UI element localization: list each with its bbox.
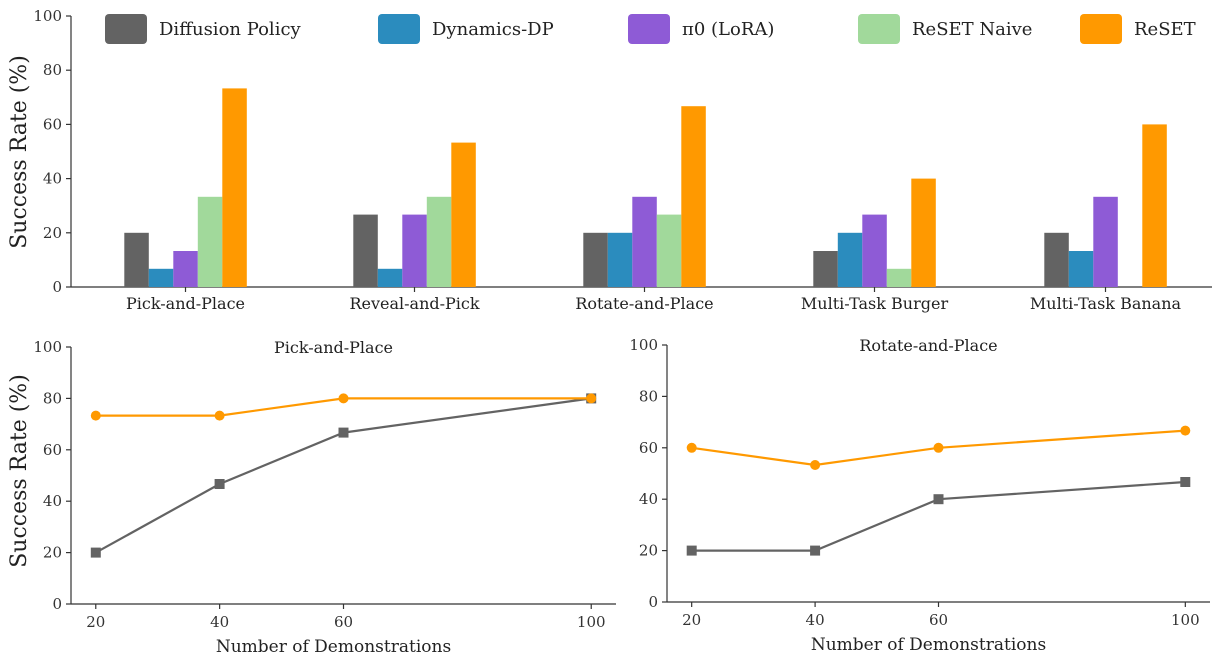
data-point [1180, 477, 1191, 487]
bar [1044, 232, 1069, 287]
bar-chart-panel: 0 20 40 60 80 100 Pick-and-Place Reveal-and-Pic… [33, 7, 1212, 313]
line-chart-rotate-and-place: 0 20 40 60 80 100 20 40 60 100 Rotate-and-Place Num… [629, 336, 1210, 655]
line-x-tick-label: 60 [929, 611, 948, 629]
line-x-tick-label: 40 [806, 611, 825, 629]
bar [451, 142, 476, 287]
legend-swatch [858, 14, 900, 44]
data-point [686, 442, 697, 453]
line-y-tick-label: 40 [43, 492, 62, 510]
line-y-tick-label: 40 [639, 490, 658, 508]
bar [862, 214, 887, 287]
line-chart-ylabel: Success Rate (%) [7, 374, 32, 568]
legend-label: ReSET Naive [912, 19, 1032, 40]
line-y-tick-label: 80 [43, 389, 62, 407]
bar [173, 251, 198, 287]
legend-swatch [1080, 14, 1122, 44]
line-x-tick-label: 100 [1171, 611, 1200, 629]
bar-category-label: Reveal-and-Pick [349, 294, 479, 313]
data-point [214, 410, 225, 421]
legend-label: ReSET [1134, 19, 1196, 40]
line-x-tick-label: 20 [86, 613, 105, 631]
bar-category-label: Rotate-and-Place [575, 294, 713, 313]
bar [656, 214, 682, 287]
data-point [686, 545, 697, 556]
series-line [691, 429, 1186, 467]
legend-label: Dynamics-DP [432, 19, 554, 40]
line-x-tick-label: 60 [334, 613, 353, 631]
bar-chart-ylabel: Success Rate (%) [7, 55, 32, 249]
bar [583, 232, 608, 287]
data-point [933, 442, 944, 453]
bar [426, 196, 452, 287]
bar [1142, 124, 1167, 288]
data-point [1180, 425, 1191, 436]
bar [1068, 251, 1094, 287]
bar-category-label: Multi-Task Burger [801, 294, 949, 313]
data-point [586, 393, 597, 404]
legend-swatch [378, 14, 420, 44]
line-y-tick-label: 0 [52, 595, 62, 613]
legend-swatch [628, 14, 670, 44]
line-y-tick-label: 100 [629, 336, 658, 354]
data-point [214, 479, 225, 489]
line-chart-xlabel: Number of Demonstrations [216, 637, 451, 657]
legend-label: π0 (LoRA) [682, 19, 774, 40]
bar [402, 214, 427, 287]
bar-y-tick-label: 80 [43, 61, 62, 79]
data-point [338, 393, 349, 404]
line-chart-title: Rotate-and-Place [859, 336, 997, 355]
line-y-tick-label: 20 [43, 544, 62, 562]
legend-swatch [105, 14, 147, 44]
line-chart-title: Pick-and-Place [274, 338, 393, 357]
bar [1093, 196, 1118, 287]
line-y-tick-label: 80 [639, 387, 658, 405]
bar [681, 106, 706, 287]
bar [607, 232, 633, 287]
line-y-tick-label: 60 [639, 439, 658, 457]
bar-category-label: Multi-Task Banana [1030, 294, 1182, 313]
line-x-tick-label: 100 [577, 613, 606, 631]
line-chart-xlabel: Number of Demonstrations [811, 635, 1046, 655]
bar-y-tick-label: 0 [52, 278, 62, 296]
line-y-tick-label: 60 [43, 441, 62, 459]
bar-y-tick-label: 60 [43, 115, 62, 133]
bar [222, 88, 247, 288]
line-y-tick-label: 100 [33, 338, 62, 356]
bar [377, 268, 403, 287]
line-chart-pick-and-place: 0 20 40 60 80 100 20 40 60 100 Pick-and-Place Numbe… [33, 338, 616, 657]
line-x-tick-label: 20 [682, 611, 701, 629]
legend: Diffusion Policy Dynamics-DP π0 (LoRA) ReSE… [105, 14, 1196, 44]
bar-category-label: Pick-and-Place [126, 294, 245, 313]
data-point [810, 545, 821, 556]
line-y-tick-label: 0 [648, 593, 658, 611]
series-line [95, 397, 592, 417]
bar-y-tick-label: 20 [43, 224, 62, 242]
bar [886, 268, 912, 287]
line-x-tick-label: 40 [210, 613, 229, 631]
bar [124, 232, 149, 287]
bar [632, 196, 657, 287]
data-point [338, 427, 349, 438]
data-point [90, 547, 101, 558]
bar [837, 232, 863, 287]
data-point [90, 410, 101, 421]
bar [148, 268, 174, 287]
series-line [691, 480, 1186, 552]
legend-label: Diffusion Policy [159, 19, 302, 40]
data-point [810, 460, 821, 470]
series-line [95, 397, 592, 554]
data-point [933, 494, 944, 505]
bar-y-tick-label: 40 [43, 170, 62, 188]
bar-y-tick-label: 100 [33, 7, 62, 25]
bar [353, 214, 378, 287]
bar [197, 196, 223, 287]
bar [813, 251, 838, 287]
bar [911, 178, 936, 287]
line-y-tick-label: 20 [639, 542, 658, 560]
